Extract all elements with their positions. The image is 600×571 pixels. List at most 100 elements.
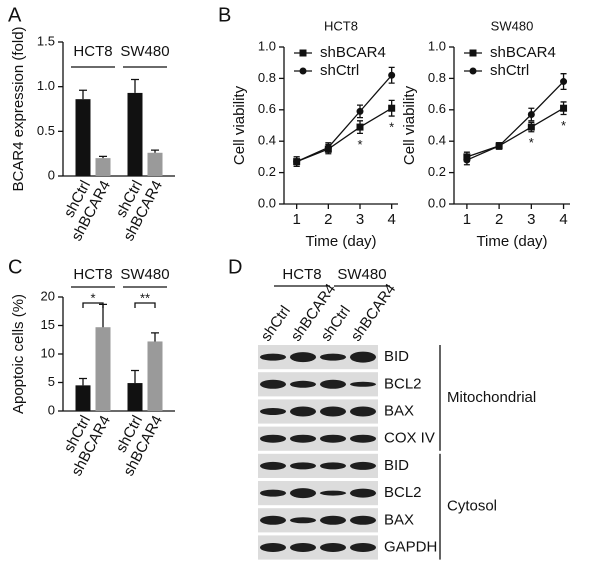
blot-band	[320, 515, 346, 525]
bar	[147, 152, 163, 176]
marker	[388, 71, 396, 79]
blot-band	[290, 352, 316, 363]
row-label: BCL2	[384, 375, 422, 392]
blot-band	[320, 353, 346, 361]
blot-band	[260, 434, 286, 443]
panel-label: C	[8, 256, 22, 278]
blot-band	[260, 408, 286, 415]
blot-band	[290, 462, 316, 470]
y-tick-label: 0.0	[428, 195, 446, 210]
error-bar	[131, 369, 139, 384]
chart-title: HCT8	[324, 18, 358, 33]
y-tick-label: 1.0	[37, 78, 55, 93]
row-label: BID	[384, 457, 409, 474]
fraction-label: Mitochondrial	[447, 389, 536, 406]
y-tick-label: 0.8	[428, 70, 446, 85]
blot-band	[260, 461, 286, 470]
panel-label: A	[8, 4, 22, 26]
marker	[356, 123, 364, 131]
y-tick-label: 1.0	[428, 38, 446, 53]
blot-band	[320, 434, 346, 443]
marker	[293, 158, 301, 166]
blot-band	[320, 490, 346, 496]
marker	[388, 104, 396, 112]
x-tick-label: 2	[324, 211, 332, 228]
x-axis-label: Time (day)	[305, 233, 376, 250]
x-tick-label: 2	[495, 211, 503, 228]
series-line	[296, 107, 392, 163]
x-tick-label: 1	[463, 211, 471, 228]
x-tick-label: 4	[387, 211, 395, 228]
blot-band	[260, 515, 286, 525]
marker	[560, 104, 568, 112]
y-tick-label: 0.6	[428, 101, 446, 116]
significance-bracket	[134, 302, 156, 308]
blot-band	[350, 543, 376, 552]
blot-band	[260, 543, 286, 552]
error-bar	[151, 332, 159, 342]
error-bar	[151, 149, 159, 153]
bar	[95, 327, 111, 411]
significance-label: *	[357, 137, 362, 152]
y-tick-label: 0.0	[258, 195, 276, 210]
error-bar	[79, 377, 87, 386]
marker	[527, 111, 535, 119]
blot-band	[260, 379, 286, 389]
blot-band	[350, 515, 376, 525]
marker	[527, 123, 535, 131]
x-tick-label: 1	[292, 211, 300, 228]
fraction-label: Cytosol	[447, 498, 497, 515]
row-label: BAX	[384, 511, 414, 528]
marker	[356, 107, 364, 115]
series-line	[296, 74, 393, 163]
legend-label: shBCAR4	[490, 44, 556, 61]
series-line	[466, 107, 564, 158]
blot-band	[290, 517, 316, 524]
row-label: GAPDH	[384, 538, 437, 555]
significance-label: *	[389, 120, 394, 135]
bar	[147, 341, 163, 411]
y-tick-label: 15	[41, 317, 55, 332]
blot-band	[350, 381, 376, 387]
legend-label: shBCAR4	[320, 44, 386, 61]
series-line	[466, 81, 565, 161]
blot-band	[290, 380, 316, 388]
blot-band	[350, 351, 376, 363]
y-tick-label: 0	[48, 402, 55, 417]
blot-band	[320, 406, 346, 417]
group-label: SW480	[337, 266, 386, 283]
blot-band	[290, 434, 316, 443]
group-label: HCT8	[73, 266, 112, 283]
y-tick-label: 0	[48, 167, 55, 182]
row-label: BCL2	[384, 484, 422, 501]
blot-band	[350, 461, 376, 470]
error-bar	[131, 78, 139, 93]
y-tick-label: 0.2	[428, 164, 446, 179]
marker	[463, 156, 471, 164]
y-tick-label: 1.5	[37, 33, 55, 48]
y-tick-label: 0.8	[258, 70, 276, 85]
y-axis-label: BCAR4 expression (fold)	[10, 26, 27, 191]
row-label: BAX	[384, 402, 414, 419]
y-tick-label: 5	[48, 374, 55, 389]
y-tick-label: 20	[41, 288, 55, 303]
y-tick-label: 0.5	[37, 123, 55, 138]
blot-band	[350, 434, 376, 443]
bar	[75, 385, 91, 411]
blot-band	[290, 406, 316, 417]
bar	[127, 92, 143, 176]
blot-band	[260, 489, 286, 497]
blot-band	[320, 379, 346, 389]
marker	[495, 142, 503, 150]
group-label: HCT8	[282, 266, 321, 283]
significance-bracket	[82, 302, 104, 308]
legend-label: shCtrl	[320, 62, 359, 79]
y-axis-label: Cell viability	[401, 85, 418, 165]
bar	[127, 383, 143, 411]
panel-label: D	[228, 256, 242, 278]
blot-band	[260, 353, 286, 361]
marker	[560, 78, 568, 86]
y-axis-label: Apoptoic cells (%)	[10, 294, 27, 414]
error-bar	[99, 155, 107, 159]
row-label: BID	[384, 348, 409, 365]
